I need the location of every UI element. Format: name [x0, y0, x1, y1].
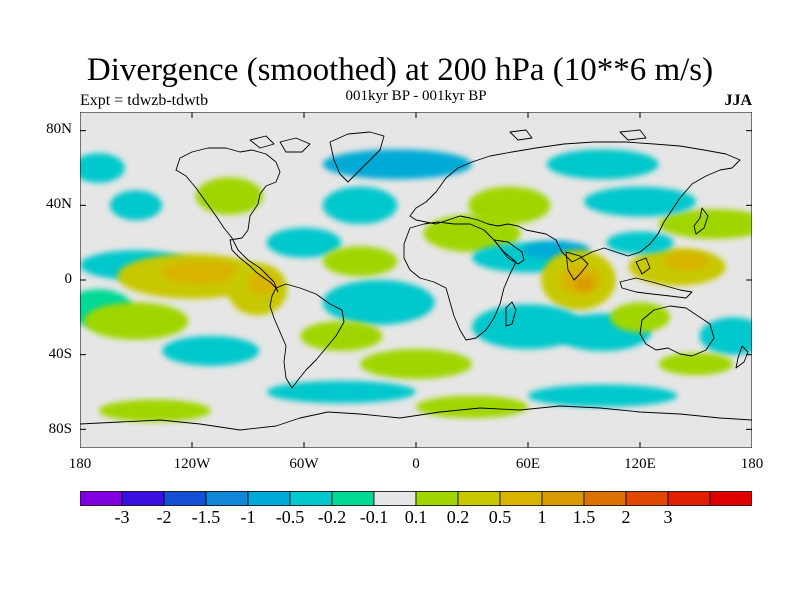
colorbar-label: 2	[621, 507, 631, 527]
divergence-contour	[160, 261, 243, 284]
colorbar-box	[289, 491, 333, 506]
divergence-contour	[610, 302, 670, 333]
colorbar-box	[709, 491, 752, 506]
divergence-contour	[416, 395, 528, 419]
x-tick-180w: 180	[68, 456, 92, 472]
divergence-contour	[322, 280, 435, 325]
colorbar-box	[247, 491, 291, 506]
colorbar-box	[205, 491, 249, 506]
coastlines	[80, 129, 752, 431]
divergence-contour	[322, 149, 472, 180]
divergence-contour	[664, 252, 710, 271]
divergence-contour	[546, 149, 659, 180]
y-tick-0: 0	[64, 271, 73, 287]
x-tick-120w: 120W	[173, 456, 211, 472]
divergence-contour	[468, 186, 551, 224]
divergence-map	[80, 112, 752, 448]
divergence-contour	[162, 336, 260, 366]
y-tick-40S: 40S	[48, 346, 72, 362]
colorbar-label: -0.5	[275, 507, 305, 527]
x-tick-180e: 180	[740, 456, 764, 472]
divergence-contour	[248, 272, 278, 295]
divergence-contour	[606, 231, 674, 254]
season-label: JJA	[724, 92, 752, 109]
axis-ticks	[80, 112, 752, 448]
divergence-contour	[195, 177, 263, 215]
colorbar-label: 1.5	[572, 507, 596, 527]
colorbar-box	[415, 491, 459, 506]
divergence-contour	[584, 186, 696, 217]
colorbar-box	[583, 491, 627, 506]
divergence-contour	[699, 317, 752, 355]
colorbar-label: 0.2	[446, 507, 470, 527]
divergence-contour	[658, 352, 734, 376]
y-tick-80N: 80N	[46, 121, 72, 137]
x-tick-60w: 60W	[289, 456, 319, 472]
experiment-label: Expt = tdwzb-tdwtb	[80, 92, 209, 109]
colorbar-label: 0.5	[488, 507, 512, 527]
colorbar-label: -3	[114, 507, 130, 527]
divergence-contour	[322, 246, 398, 277]
divergence-contour	[109, 190, 163, 221]
colorbar-label: -0.2	[317, 507, 347, 527]
colorbar-box	[373, 491, 417, 506]
colorbar-label: -0.1	[359, 507, 389, 527]
colorbar-label: 0.1	[404, 507, 428, 527]
x-tick-120e: 120E	[624, 456, 656, 472]
x-tick-60e: 60E	[515, 456, 541, 472]
divergence-contour	[80, 153, 125, 183]
divergence-contour	[360, 349, 472, 379]
colorbar-label: 3	[663, 507, 673, 527]
divergence-contour	[266, 380, 416, 404]
y-tick-40N: 40N	[46, 196, 72, 212]
y-tick-80S: 80S	[48, 421, 72, 437]
colorbar-box	[541, 491, 585, 506]
period-label: 001kyr BP - 001kyr BP	[345, 88, 487, 104]
divergence-field	[80, 149, 752, 422]
colorbar-box	[121, 491, 165, 506]
chart-title: Divergence (smoothed) at 200 hPa (10**6 …	[86, 52, 714, 88]
divergence-contour	[574, 276, 594, 292]
divergence-contour	[98, 399, 211, 422]
divergence-contour	[322, 186, 398, 224]
divergence-contour	[300, 321, 383, 351]
x-tick-0: 0	[412, 456, 420, 472]
divergence-contour	[266, 227, 342, 258]
colorbar-label: 1	[537, 507, 547, 527]
divergence-contour	[83, 302, 189, 340]
divergence-contour	[472, 304, 584, 350]
colorbar-box	[457, 491, 501, 506]
colorbar	[80, 491, 752, 506]
colorbar-label: -1.5	[191, 507, 221, 527]
colorbar-box	[80, 491, 123, 506]
colorbar-box	[625, 491, 669, 506]
colorbar-box	[667, 491, 711, 506]
colorbar-box	[499, 491, 543, 506]
colorbar-box	[331, 491, 375, 506]
divergence-contour	[528, 384, 678, 407]
colorbar-box	[163, 491, 207, 506]
colorbar-label: -2	[156, 507, 172, 527]
colorbar-label: -1	[240, 507, 256, 527]
